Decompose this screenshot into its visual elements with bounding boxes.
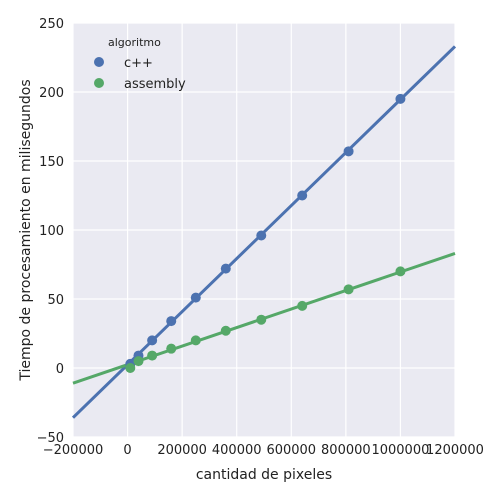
point-assembly xyxy=(190,335,201,346)
x-tick-label: −200000 xyxy=(43,443,104,458)
point-assembly xyxy=(125,363,136,373)
legend-marker-c++ xyxy=(94,57,104,67)
point-assembly xyxy=(147,350,158,361)
y-axis-label: Tiempo de procesamiento en milisegundos xyxy=(18,79,34,381)
point-assembly xyxy=(343,284,354,295)
x-tick-label: 800000 xyxy=(321,443,371,458)
y-tick-label: 200 xyxy=(39,86,64,101)
grid xyxy=(72,22,456,438)
y-tick-label: 50 xyxy=(47,293,64,308)
legend-marker-assembly xyxy=(94,78,104,88)
point-assembly xyxy=(297,300,308,311)
x-tick-label: 1000000 xyxy=(371,443,429,458)
legend-label-assembly: assembly xyxy=(124,77,186,92)
point-c++ xyxy=(166,316,177,327)
legend-label-c++: c++ xyxy=(124,56,153,71)
y-tick-label: 0 xyxy=(56,362,64,377)
y-tick-label: 100 xyxy=(39,224,64,239)
point-assembly xyxy=(256,314,267,325)
data-points xyxy=(125,93,406,373)
point-c++ xyxy=(147,335,158,346)
point-c++ xyxy=(395,93,406,104)
x-tick-label: 400000 xyxy=(212,443,262,458)
point-c++ xyxy=(343,146,354,157)
y-tick-label: 150 xyxy=(39,155,64,170)
y-tick-label: 250 xyxy=(39,17,64,32)
point-assembly xyxy=(166,343,177,354)
point-c++ xyxy=(256,230,267,241)
point-c++ xyxy=(190,292,201,303)
x-tick-label: 1200000 xyxy=(426,443,484,458)
legend: algoritmo c++ assembly xyxy=(94,36,186,92)
x-tick-label: 200000 xyxy=(157,443,207,458)
x-tick-label: 600000 xyxy=(266,443,316,458)
x-tick-label: 0 xyxy=(123,443,131,458)
point-c++ xyxy=(220,263,231,274)
point-assembly xyxy=(220,325,231,336)
ticks: −200000 0 200000 400000 600000 800000 10000001… xyxy=(37,17,484,458)
legend-title: algoritmo xyxy=(108,36,161,49)
x-axis-label: cantidad de pixeles xyxy=(196,467,332,483)
point-assembly xyxy=(395,266,406,277)
y-tick-label: −50 xyxy=(37,431,64,446)
point-c++ xyxy=(297,190,308,201)
point-assembly xyxy=(133,356,144,367)
